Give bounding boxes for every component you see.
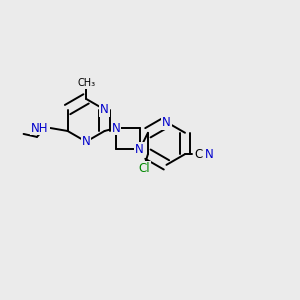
Text: N: N (112, 122, 120, 134)
Text: CH₃: CH₃ (77, 78, 95, 88)
Text: N: N (162, 116, 171, 129)
Text: N: N (82, 135, 91, 148)
Text: N: N (100, 103, 109, 116)
Text: NH: NH (31, 122, 49, 134)
Text: Cl: Cl (139, 162, 150, 175)
Text: N: N (135, 143, 144, 156)
Text: N: N (204, 148, 213, 161)
Text: C: C (194, 148, 202, 161)
